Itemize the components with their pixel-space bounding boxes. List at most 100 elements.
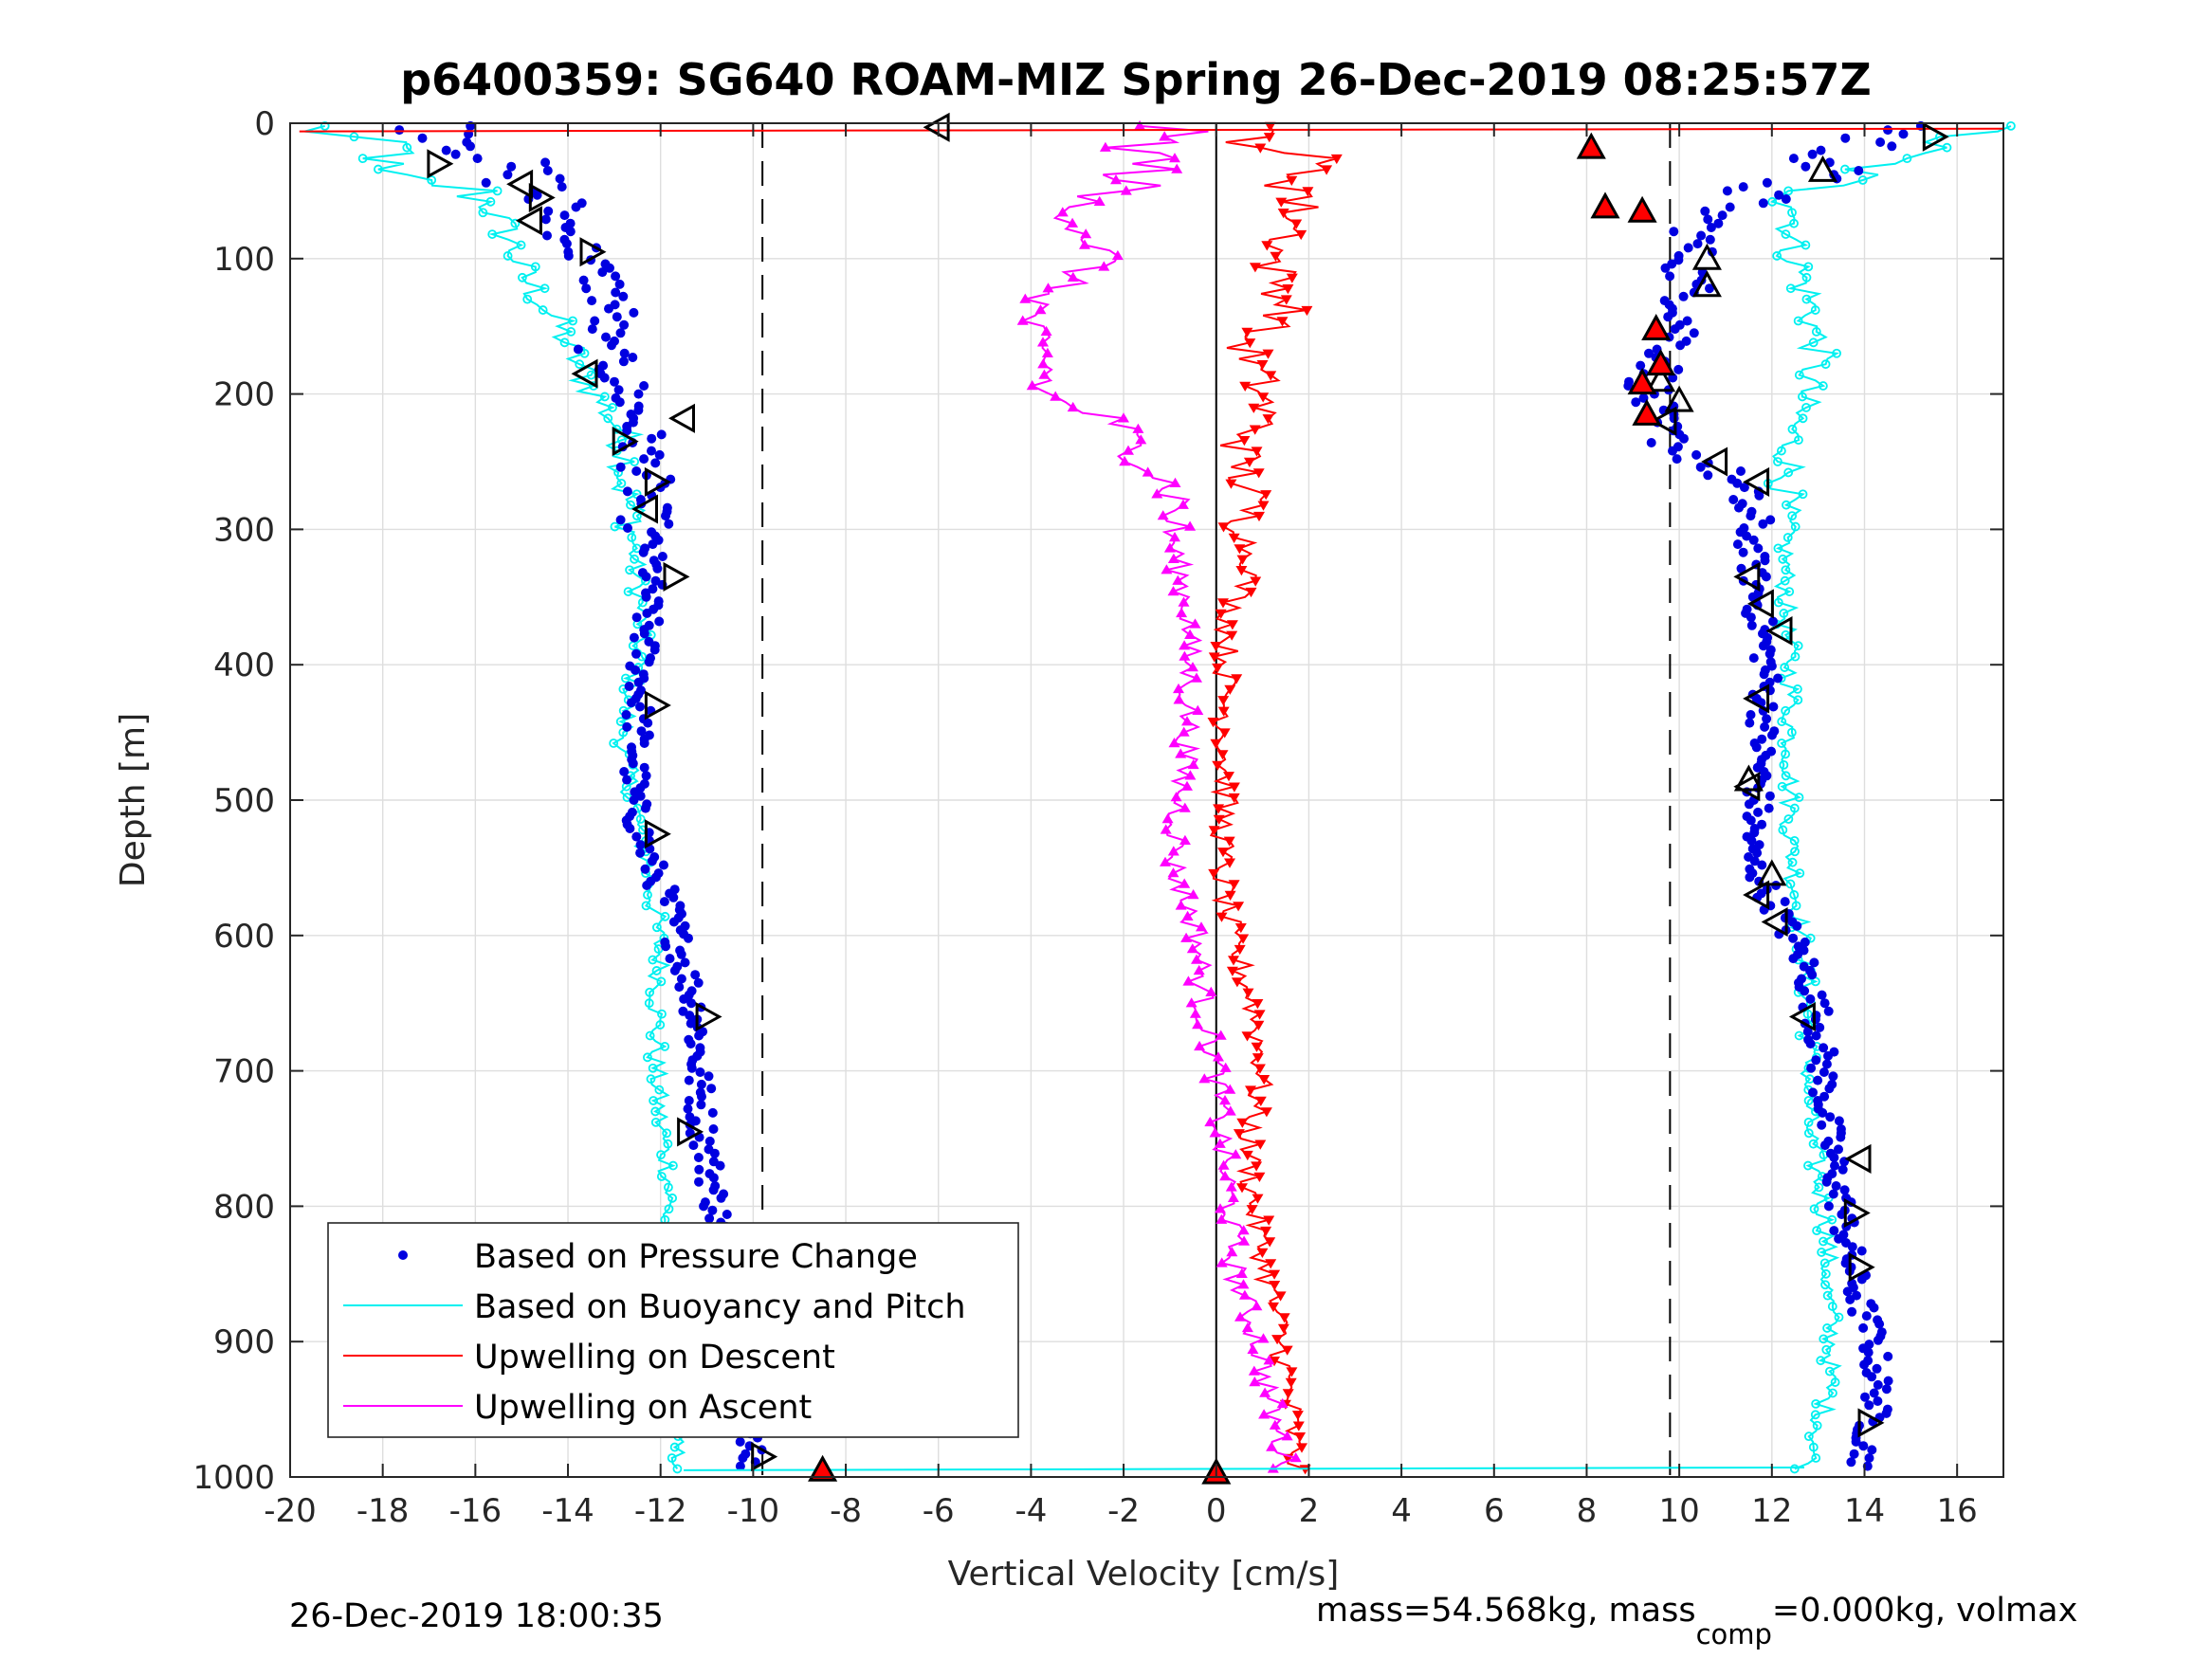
series-point	[1278, 1313, 1290, 1323]
direction-marker-left	[1788, 1001, 1816, 1032]
series-point	[538, 305, 548, 315]
pressure-point	[623, 523, 632, 533]
pressure-point	[1725, 202, 1735, 212]
pressure-point	[555, 173, 565, 184]
pressure-point	[578, 275, 589, 285]
series-point	[1226, 966, 1238, 976]
pressure-point	[716, 1193, 726, 1203]
series-point	[1276, 1397, 1289, 1409]
series-point	[1217, 706, 1230, 717]
series-point	[510, 218, 521, 228]
series-point	[1228, 956, 1239, 966]
series-point	[1793, 695, 1803, 705]
pressure-point	[1828, 1071, 1838, 1082]
series-point	[518, 272, 527, 283]
pressure-point	[668, 917, 679, 927]
pressure-point	[1849, 1449, 1859, 1459]
pressure-point	[611, 271, 621, 282]
series-point	[1252, 1053, 1264, 1064]
y-tick-label: 200	[213, 376, 275, 414]
pressure-point	[1668, 446, 1677, 456]
pressure-point	[1623, 381, 1634, 391]
pressure-point	[604, 303, 613, 314]
series-point	[1285, 1377, 1297, 1388]
series-point	[1093, 195, 1106, 206]
pressure-point	[601, 332, 611, 342]
pressure-point	[686, 1063, 697, 1073]
pressure-point	[1823, 1050, 1833, 1061]
series-point	[1198, 1073, 1211, 1084]
pressure-point	[641, 592, 651, 602]
footer-timestamp: 26-Dec-2019 18:00:35	[289, 1597, 664, 1635]
series-point	[1167, 553, 1179, 563]
pressure-point	[1801, 161, 1811, 172]
pressure-point	[1800, 986, 1810, 996]
pressure-point	[641, 771, 651, 781]
series-point	[1177, 499, 1189, 509]
footer-mass-info: mass=54.568kg, masscomp=0.000kg, volmax	[1316, 1592, 2077, 1650]
series-point	[1818, 381, 1828, 391]
series-point	[660, 911, 670, 921]
pressure-point	[532, 190, 542, 200]
series-point	[1233, 902, 1245, 912]
pressure-point	[1837, 1164, 1848, 1175]
legend-entry-pressure: Based on Pressure Change	[474, 1238, 918, 1276]
series-point	[1262, 414, 1274, 425]
pressure-point	[635, 702, 645, 712]
pressure-point	[685, 1011, 695, 1021]
series-point	[1217, 696, 1230, 706]
series-point	[1213, 804, 1225, 814]
pressure-point	[644, 657, 654, 667]
series-point	[1230, 1149, 1242, 1159]
direction-marker-up	[1691, 243, 1722, 270]
series-point	[1248, 1365, 1260, 1376]
pressure-point	[1745, 718, 1755, 728]
series-point	[1793, 316, 1803, 326]
pressure-point	[680, 957, 690, 968]
series-point	[1790, 521, 1801, 532]
series-point	[1225, 1181, 1237, 1192]
series-point	[1832, 348, 1841, 358]
series-point	[1245, 1085, 1256, 1096]
pressure-point	[1807, 149, 1818, 159]
x-axis-ticks: -20 -18 -16 -14 -12 -10 -8 -6 -4 -2 0 2 4 6 8 10 12 14 16	[264, 123, 1978, 1530]
pressure-point	[659, 860, 668, 870]
series-point	[1099, 141, 1111, 152]
series-point	[568, 316, 577, 326]
series-point	[1820, 359, 1831, 370]
pressure-point	[615, 462, 626, 472]
series-point	[662, 1128, 672, 1139]
series-point	[1181, 910, 1194, 921]
pressure-point	[1887, 141, 1897, 152]
pressure-point	[1847, 1306, 1857, 1317]
series-point	[646, 1074, 656, 1085]
series-point	[1819, 1334, 1829, 1344]
series-point	[1281, 1345, 1293, 1356]
direction-marker-right	[579, 237, 607, 267]
series-point	[654, 1085, 665, 1095]
series-point	[1321, 165, 1333, 175]
pressure-point	[633, 389, 644, 399]
series-point	[1254, 143, 1267, 154]
pressure-point	[1873, 1379, 1883, 1390]
legend-box	[327, 1222, 1019, 1438]
pressure-point	[1746, 612, 1756, 623]
series-point	[1277, 209, 1289, 219]
series-point	[669, 1442, 680, 1452]
series-point	[1234, 944, 1246, 956]
pressure-point	[1847, 1242, 1857, 1252]
series-point	[1296, 1443, 1307, 1453]
y-tick-label: 800	[213, 1188, 275, 1226]
pressure-point	[1869, 1388, 1879, 1398]
series-point	[1246, 1205, 1258, 1215]
series-point	[1228, 533, 1240, 543]
pressure-point	[648, 584, 658, 594]
series-point	[645, 987, 655, 997]
series-point	[1248, 403, 1260, 413]
pressure-point	[1874, 1319, 1885, 1329]
series-point	[1821, 1344, 1832, 1355]
series-point	[1787, 857, 1798, 867]
pressure-point	[638, 547, 649, 557]
pressure-point	[1781, 194, 1791, 204]
series-point	[1241, 1031, 1253, 1042]
